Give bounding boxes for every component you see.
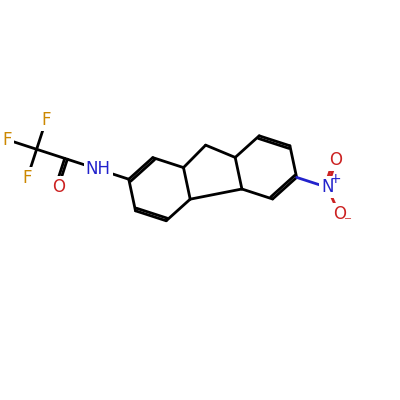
Text: F: F — [22, 170, 32, 188]
Text: ⁻: ⁻ — [344, 214, 352, 230]
Text: O: O — [330, 151, 342, 169]
Text: O: O — [333, 205, 346, 223]
Text: F: F — [41, 111, 51, 129]
Text: O: O — [52, 178, 65, 196]
Text: N: N — [321, 178, 334, 196]
Text: NH: NH — [86, 160, 110, 178]
Text: F: F — [3, 131, 12, 149]
Text: +: + — [330, 172, 341, 186]
